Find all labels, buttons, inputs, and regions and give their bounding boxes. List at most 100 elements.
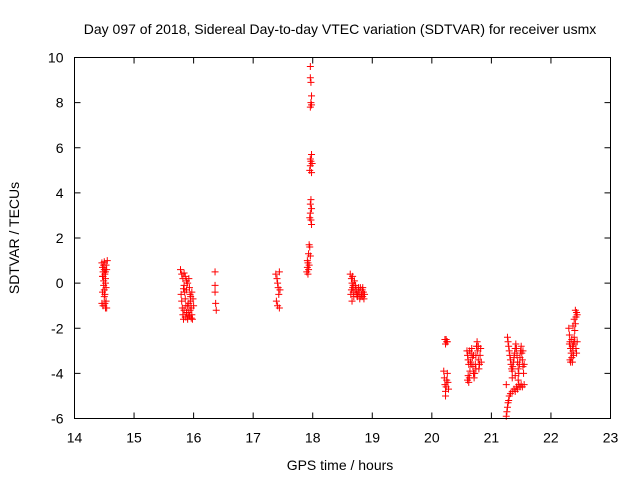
data-point <box>442 392 450 400</box>
data-point <box>506 351 514 359</box>
data-point <box>352 290 360 298</box>
data-point <box>211 268 219 276</box>
data-point <box>471 369 479 377</box>
data-point <box>182 277 190 285</box>
y-tick-label: 0 <box>56 275 64 291</box>
data-point <box>445 385 453 393</box>
y-tick-label: 6 <box>56 140 64 156</box>
data-point <box>276 286 284 294</box>
data-point <box>361 290 369 298</box>
data-point <box>306 74 314 82</box>
data-point <box>188 288 196 296</box>
data-point <box>275 290 283 298</box>
data-point <box>308 220 316 228</box>
data-point <box>181 295 189 303</box>
data-point <box>305 266 313 274</box>
data-point <box>100 261 108 269</box>
data-point <box>178 297 186 305</box>
data-point <box>98 299 106 307</box>
data-point <box>275 304 283 312</box>
data-point <box>275 268 283 276</box>
data-point <box>511 372 519 380</box>
data-point <box>472 365 480 373</box>
data-point <box>464 351 472 359</box>
data-point <box>304 270 312 278</box>
data-point <box>440 367 448 375</box>
x-axis-ticks: 14 15 16 17 18 19 20 21 22 23 <box>67 57 618 446</box>
data-point <box>177 290 185 298</box>
data-point <box>470 351 478 359</box>
data-point <box>349 281 357 289</box>
data-point <box>467 360 475 368</box>
y-tick-label: 10 <box>48 50 64 66</box>
x-tick-label: 17 <box>245 430 261 446</box>
data-point <box>359 284 367 292</box>
data-point <box>349 272 357 280</box>
x-tick-label: 21 <box>484 430 500 446</box>
data-point <box>272 270 280 278</box>
data-point <box>477 358 485 366</box>
data-point <box>212 299 220 307</box>
x-axis-label: GPS time / hours <box>287 457 394 473</box>
data-point <box>505 396 513 404</box>
data-point <box>503 333 511 341</box>
data-point <box>306 252 314 260</box>
data-point <box>444 378 452 386</box>
data-point <box>565 340 573 348</box>
data-point <box>503 408 511 416</box>
data-point <box>571 327 579 335</box>
data-point <box>565 324 573 332</box>
data-point <box>179 285 187 293</box>
data-point <box>308 101 316 109</box>
data-point <box>308 151 316 159</box>
data-point <box>520 381 528 389</box>
data-point <box>518 356 526 364</box>
data-point <box>566 356 574 364</box>
data-point <box>103 304 111 312</box>
data-point <box>185 312 193 320</box>
data-point <box>514 376 522 384</box>
data-point <box>443 369 451 377</box>
data-point <box>98 272 106 280</box>
x-tick-label: 14 <box>67 430 83 446</box>
data-points <box>98 63 581 420</box>
data-point <box>272 297 280 305</box>
data-point <box>102 284 110 292</box>
data-point <box>101 268 109 276</box>
data-point <box>273 275 281 283</box>
x-tick-label: 19 <box>364 430 380 446</box>
data-point <box>308 92 316 100</box>
plot-frame <box>74 57 611 419</box>
y-tick-label: -4 <box>51 365 64 381</box>
data-point <box>212 306 220 314</box>
data-point <box>306 200 314 208</box>
data-point <box>180 281 188 289</box>
data-point <box>303 257 311 265</box>
data-point <box>185 284 193 292</box>
data-point <box>177 266 185 274</box>
data-point <box>308 205 316 213</box>
data-point <box>519 347 527 355</box>
data-point <box>570 315 578 323</box>
chart-title: Day 097 of 2018, Sidereal Day-to-day VTE… <box>84 21 597 37</box>
data-point <box>505 342 513 350</box>
data-point <box>470 374 478 382</box>
data-point <box>189 295 197 303</box>
data-point <box>188 315 196 323</box>
data-point <box>100 258 108 266</box>
data-point <box>350 277 358 285</box>
x-tick-label: 22 <box>543 430 559 446</box>
data-point <box>465 347 473 355</box>
data-point <box>573 349 581 357</box>
data-point <box>307 196 315 204</box>
data-point <box>307 216 315 224</box>
data-point <box>502 381 510 389</box>
data-point <box>181 272 189 280</box>
data-point <box>308 169 316 177</box>
data-point <box>504 338 512 346</box>
data-point <box>101 279 109 287</box>
data-point <box>211 288 219 296</box>
data-point <box>348 297 356 305</box>
